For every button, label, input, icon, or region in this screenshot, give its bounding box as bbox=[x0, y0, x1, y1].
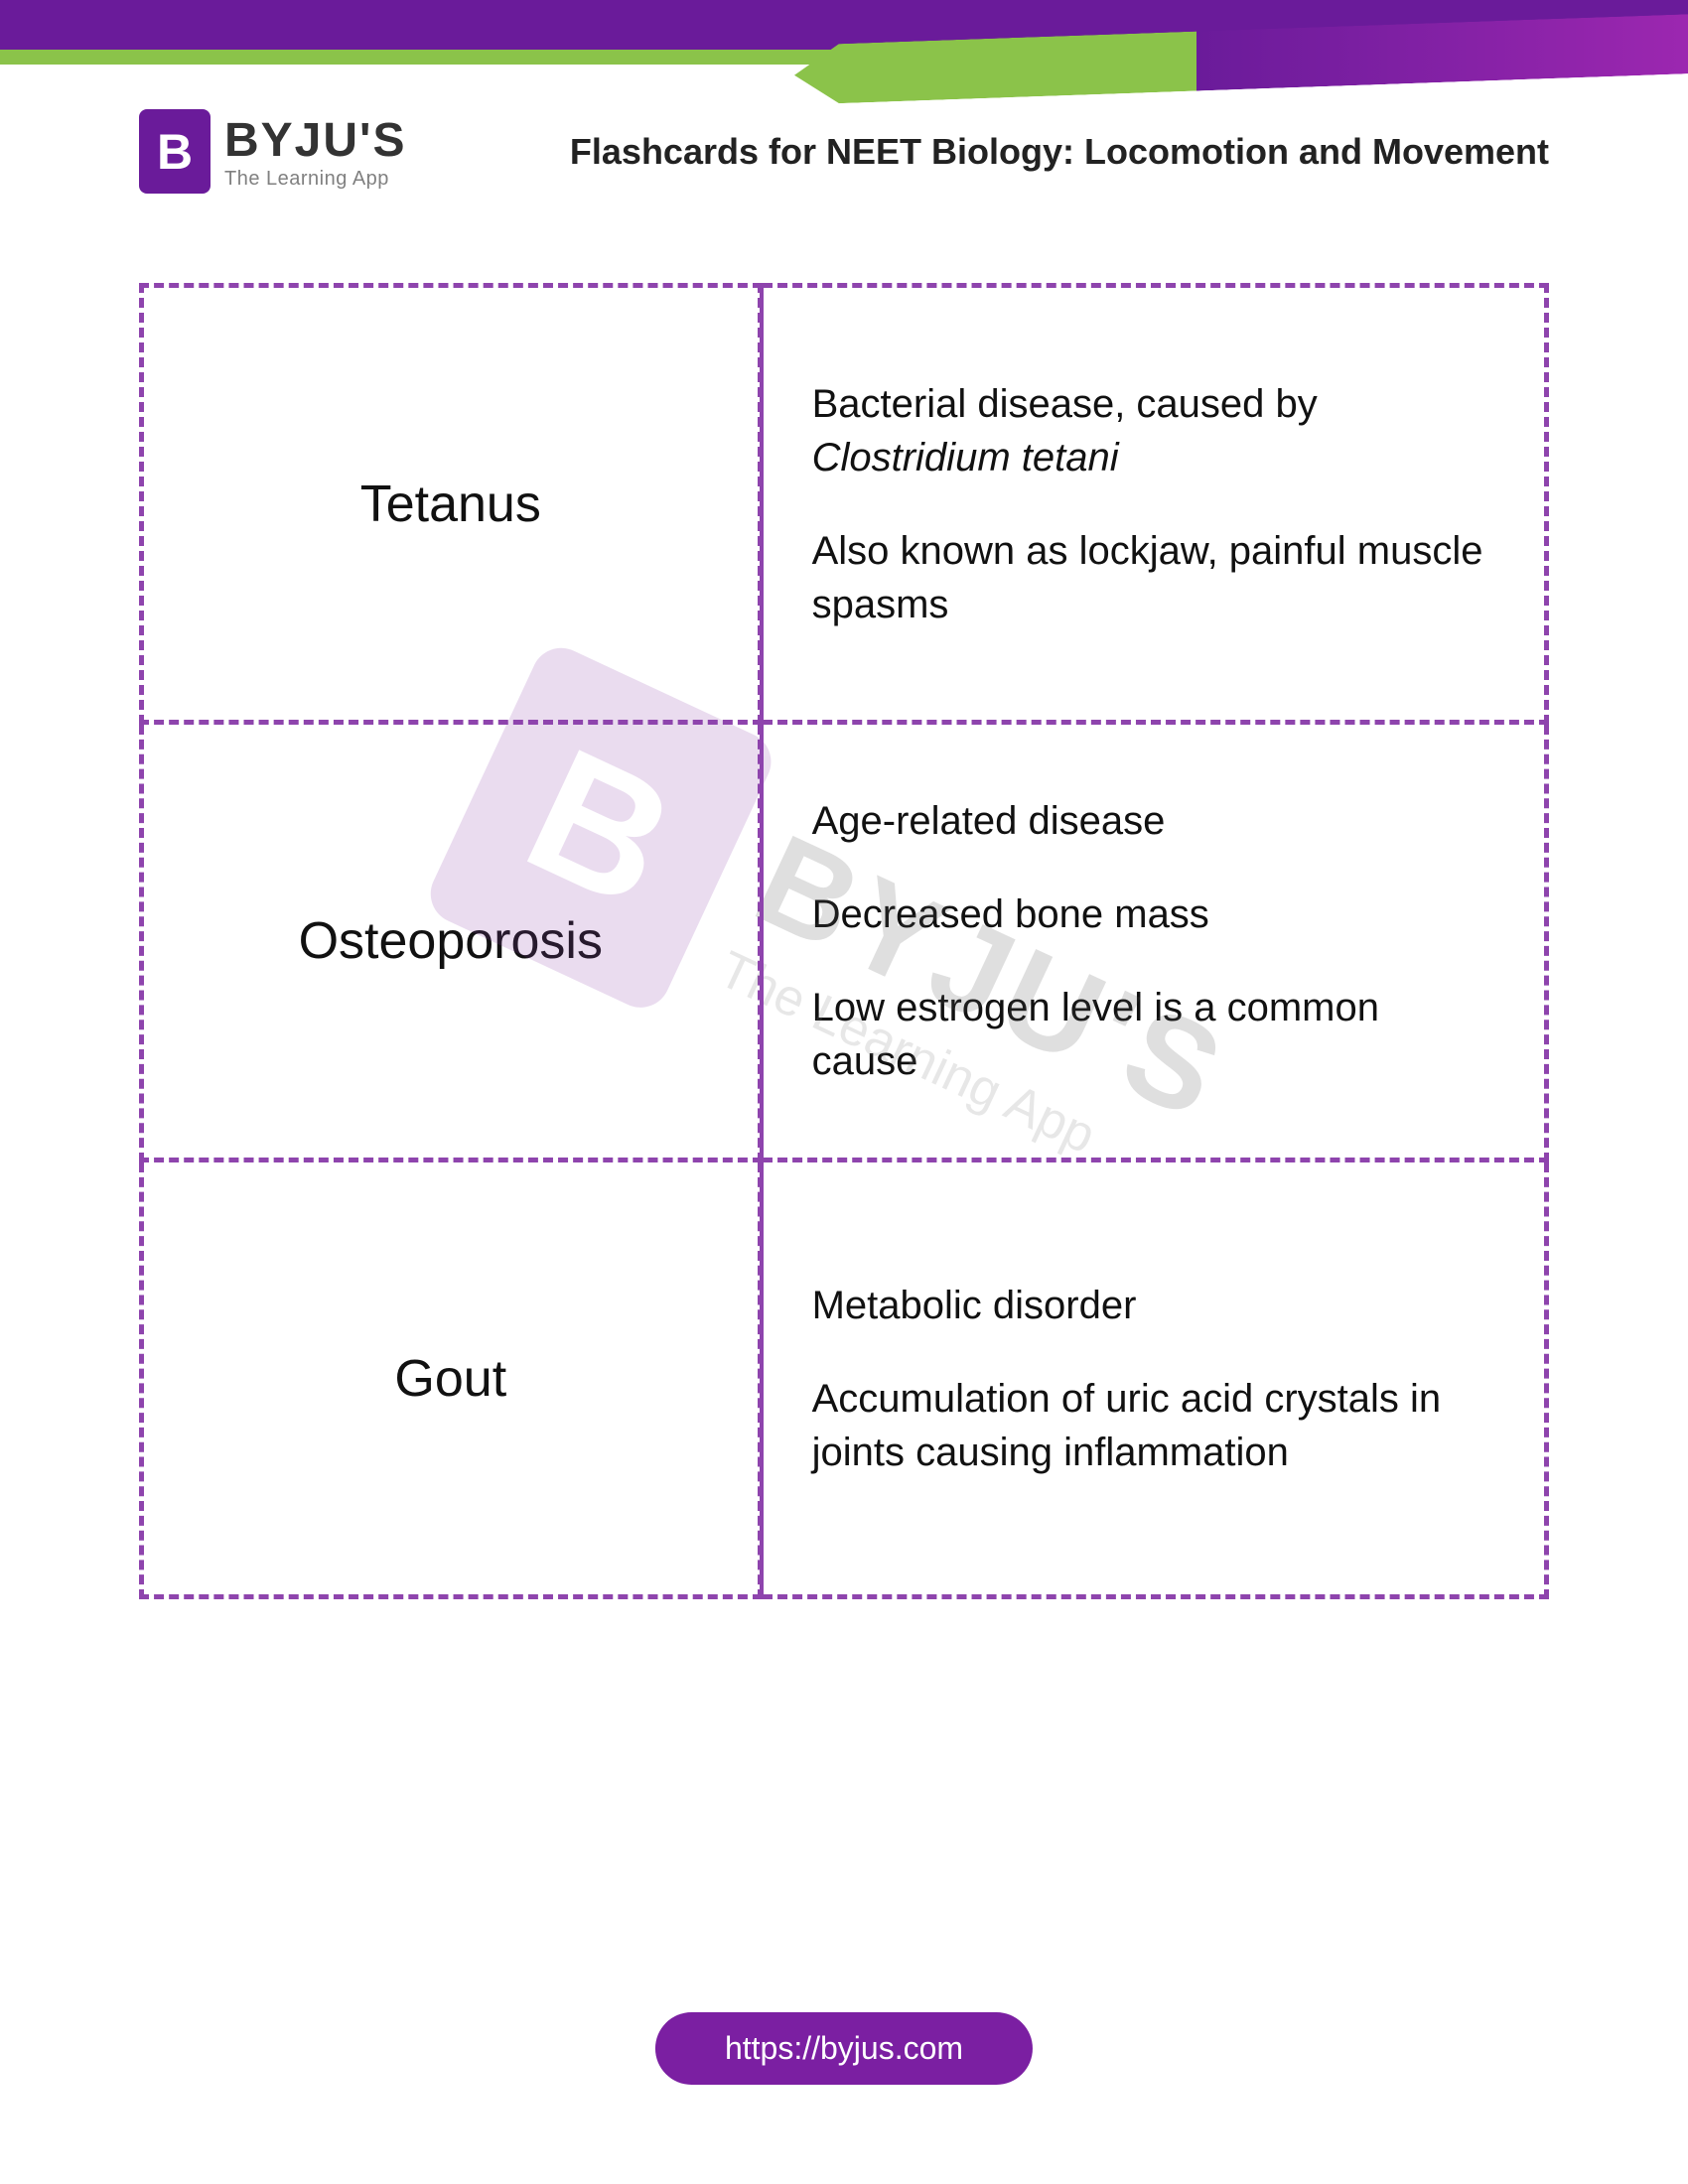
definition-line: Decreased bone mass bbox=[812, 887, 1494, 941]
flashcard-row: Gout Metabolic disorder Accumulation of … bbox=[142, 1160, 1547, 1597]
definition-line: Accumulation of uric acid crystals in jo… bbox=[812, 1372, 1494, 1479]
definition-line: Also known as lockjaw, painful muscle sp… bbox=[812, 524, 1494, 631]
definition-text: Bacterial disease, caused by bbox=[812, 382, 1318, 426]
definition-cell: Bacterial disease, caused by Clostridium… bbox=[760, 286, 1546, 723]
logo-badge-icon: B bbox=[139, 109, 211, 194]
footer-url-pill[interactable]: https://byjus.com bbox=[655, 2012, 1033, 2085]
brand-name: BYJU'S bbox=[224, 113, 406, 168]
term-cell: Gout bbox=[142, 1160, 761, 1597]
definition-line: Age-related disease bbox=[812, 794, 1494, 848]
definition-text-italic: Clostridium tetani bbox=[812, 436, 1119, 479]
flashcard-row: Osteoporosis Age-related disease Decreas… bbox=[142, 723, 1547, 1160]
page-title: Flashcards for NEET Biology: Locomotion … bbox=[570, 131, 1549, 173]
flashcard-container: B BYJU'S The Learning App Tetanus Bacter… bbox=[139, 283, 1549, 1599]
flashcard-row: Tetanus Bacterial disease, caused by Clo… bbox=[142, 286, 1547, 723]
definition-cell: Age-related disease Decreased bone mass … bbox=[760, 723, 1546, 1160]
center-divider bbox=[760, 283, 764, 1599]
brand-logo: B BYJU'S The Learning App bbox=[139, 109, 406, 194]
flashcard-table: Tetanus Bacterial disease, caused by Clo… bbox=[139, 283, 1549, 1599]
definition-cell: Metabolic disorder Accumulation of uric … bbox=[760, 1160, 1546, 1597]
definition-line: Low estrogen level is a common cause bbox=[812, 981, 1494, 1088]
term-cell: Tetanus bbox=[142, 286, 761, 723]
term-cell: Osteoporosis bbox=[142, 723, 761, 1160]
definition-line: Metabolic disorder bbox=[812, 1279, 1494, 1332]
definition-line: Bacterial disease, caused by Clostridium… bbox=[812, 377, 1494, 484]
brand-tagline: The Learning App bbox=[224, 168, 406, 191]
